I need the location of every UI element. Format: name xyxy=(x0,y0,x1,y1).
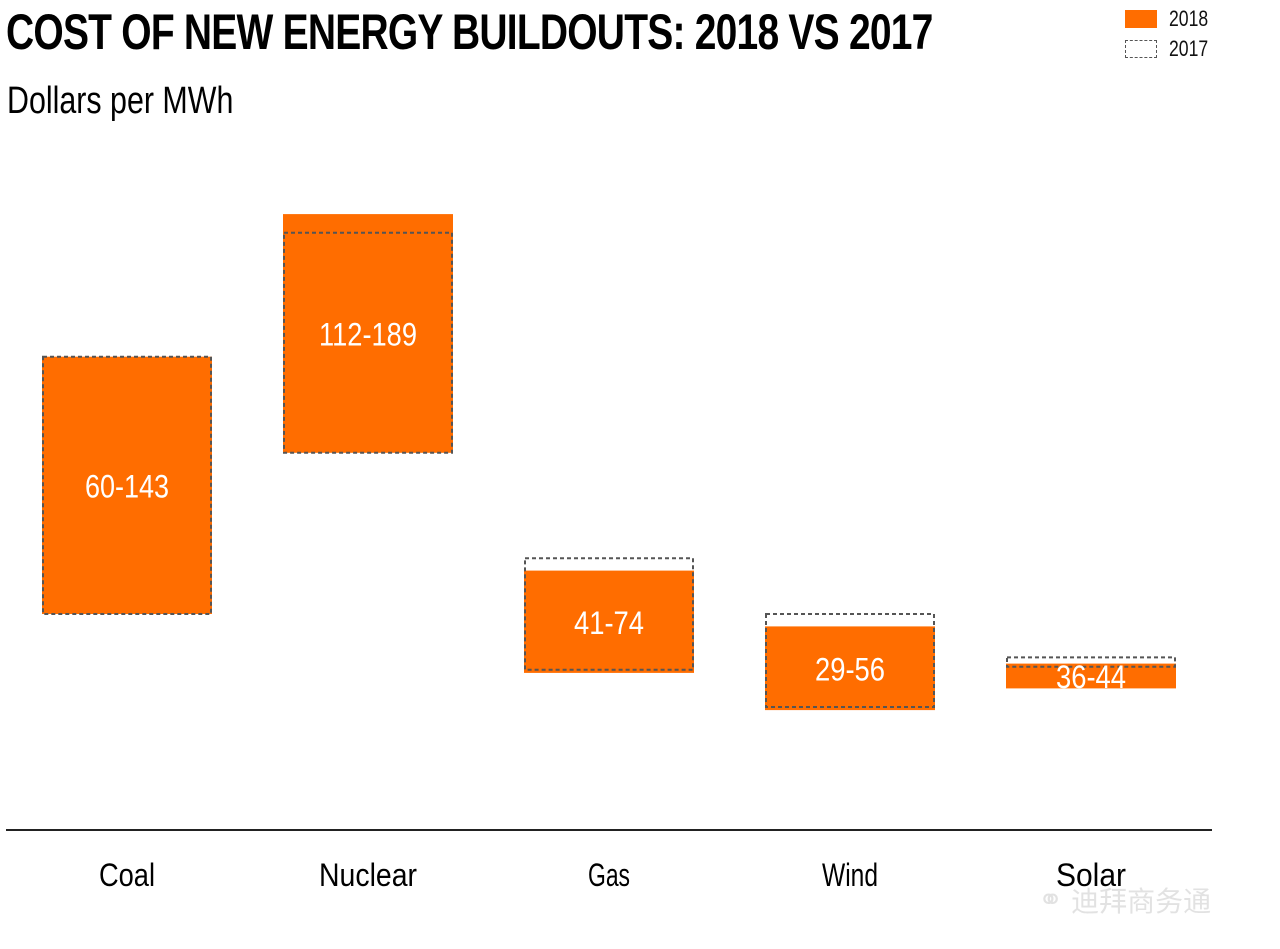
category-label-gas: Gas xyxy=(588,857,630,893)
bar-2017-gas xyxy=(524,557,694,671)
bar-label-nuclear: 112-189 xyxy=(319,316,417,352)
category-label-coal: Coal xyxy=(99,857,155,893)
legend-label-2017: 2017 xyxy=(1169,36,1209,61)
bar-label-coal: 60-143 xyxy=(85,468,169,504)
bar-2017-coal xyxy=(42,355,212,615)
chart-subtitle: Dollars per MWh xyxy=(7,80,234,122)
series-2017 xyxy=(42,231,1176,708)
legend-swatch-2017 xyxy=(1125,40,1157,58)
legend-item-2018: 2018 xyxy=(1125,4,1218,34)
series-2018 xyxy=(42,214,1176,711)
legend: 2018 2017 xyxy=(1125,4,1218,64)
watermark-text: 迪拜商务通 xyxy=(1071,886,1212,917)
bar-2017-wind xyxy=(765,613,935,708)
category-label-nuclear: Nuclear xyxy=(319,857,417,893)
legend-label-2018: 2018 xyxy=(1169,6,1209,31)
chart-title: COST OF NEW ENERGY BUILDOUTS: 2018 VS 20… xyxy=(6,4,933,60)
wechat-icon: ⚭ xyxy=(1038,883,1064,917)
bar-label-wind: 29-56 xyxy=(815,651,885,687)
bar-2018-gas xyxy=(524,570,694,673)
legend-swatch-2018 xyxy=(1125,10,1157,28)
bar-value-labels: 60-143 112-189 41-74 29-56 36-44 xyxy=(85,316,1126,695)
bar-label-solar: 36-44 xyxy=(1056,659,1126,695)
category-label-solar: Solar xyxy=(1056,857,1126,893)
category-labels: Coal Nuclear Gas Wind Solar xyxy=(99,857,1126,893)
bar-2017-solar xyxy=(1006,656,1176,668)
bar-2018-nuclear xyxy=(283,214,453,453)
bar-2017-nuclear xyxy=(283,231,453,454)
bar-label-gas: 41-74 xyxy=(574,605,644,641)
bar-2018-coal xyxy=(42,356,212,614)
watermark: ⚭ 迪拜商务通 xyxy=(1038,880,1211,920)
bar-2018-solar xyxy=(1006,663,1176,689)
category-label-wind: Wind xyxy=(822,857,878,893)
bar-2018-wind xyxy=(765,626,935,711)
legend-item-2017: 2017 xyxy=(1125,34,1218,64)
